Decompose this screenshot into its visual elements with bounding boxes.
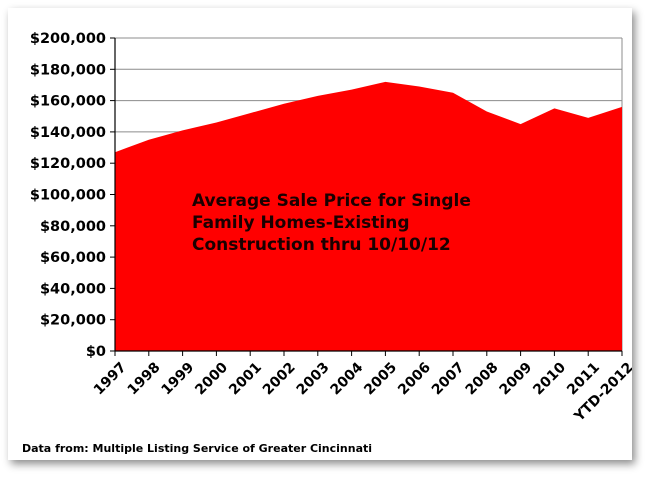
annotation-line: Family Homes-Existing <box>192 213 410 233</box>
annotation-line: Average Sale Price for Single <box>192 191 471 211</box>
x-tick-label: 2006 <box>395 359 434 398</box>
y-tick-label: $0 <box>86 344 106 360</box>
axes <box>110 37 623 356</box>
x-tick-label: 1999 <box>158 359 197 398</box>
x-axis-ticks: 1997199819992000200120022003200420052006… <box>91 359 632 425</box>
x-tick-label: 2009 <box>496 359 535 398</box>
x-tick-label: 2004 <box>327 359 366 398</box>
source-note: Data from: Multiple Listing Service of G… <box>22 442 373 455</box>
x-tick-label: 2010 <box>530 359 569 398</box>
y-tick-label: $180,000 <box>30 62 106 78</box>
x-tick-label: 1998 <box>125 359 164 398</box>
y-tick-label: $120,000 <box>30 156 106 172</box>
y-tick-label: $40,000 <box>40 281 106 297</box>
y-tick-label: $80,000 <box>40 219 106 235</box>
y-axis-ticks: $0 $20,000 $40,000 $60,000 $80,000 $100,000 $1… <box>30 31 106 360</box>
x-tick-label: 2000 <box>192 359 231 398</box>
y-tick-label: $160,000 <box>30 94 106 110</box>
y-tick-label: $200,000 <box>30 31 106 47</box>
x-tick-label: 2008 <box>463 359 502 398</box>
y-tick-label: $20,000 <box>40 313 106 329</box>
series-area <box>115 81 622 351</box>
annotation-line: Construction thru 10/10/12 <box>192 235 451 255</box>
x-tick-label: 2002 <box>260 359 299 398</box>
y-tick-label: $140,000 <box>30 125 106 141</box>
area-series <box>115 81 622 351</box>
x-tick-label: 2007 <box>429 359 468 398</box>
x-tick-label: 2003 <box>294 359 333 398</box>
chart-card: $0 $20,000 $40,000 $60,000 $80,000 $100,000 $1… <box>8 8 632 460</box>
area-chart: $0 $20,000 $40,000 $60,000 $80,000 $100,000 $1… <box>30 31 632 425</box>
x-tick-label: 2005 <box>361 359 400 398</box>
y-tick-label: $60,000 <box>40 250 106 266</box>
y-tick-label: $100,000 <box>30 188 106 204</box>
x-tick-label: 1997 <box>91 359 130 398</box>
x-tick-label: 2001 <box>226 359 265 398</box>
